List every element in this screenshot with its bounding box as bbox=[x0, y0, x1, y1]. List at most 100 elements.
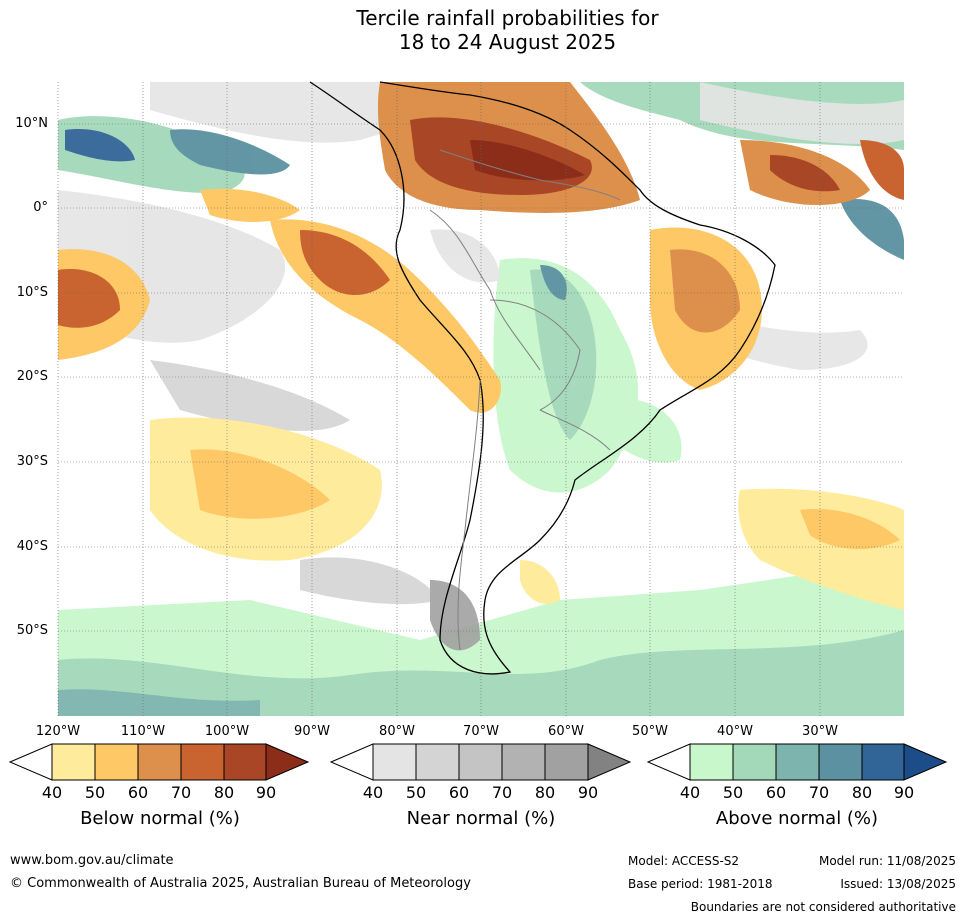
below-normal-areas bbox=[58, 82, 904, 610]
colorbar-above-normal-swatch-2 bbox=[732, 743, 777, 781]
above-normal-atlantic-patch bbox=[840, 199, 904, 260]
colorbar-below-normal bbox=[8, 743, 310, 781]
above-normal-inland bbox=[530, 269, 597, 440]
footer-base-period: Base period: 1981-2018 bbox=[628, 877, 773, 891]
colorbar-below-normal-tick: 70 bbox=[170, 783, 192, 802]
colorbar-above-normal-tick: 50 bbox=[722, 783, 744, 802]
colorbar-above-normal bbox=[646, 743, 948, 781]
colorbar-near-normal-tick: 70 bbox=[491, 783, 513, 802]
lon-label-120w: 120°W bbox=[35, 724, 81, 739]
footer-copyright: © Commonwealth of Australia 2025, Austra… bbox=[10, 876, 471, 891]
below-normal-atlantic-south-core bbox=[800, 509, 900, 550]
near-normal-pacific-band bbox=[150, 360, 350, 431]
lat-label-30s: 30°S bbox=[16, 454, 48, 469]
below-normal-west-pacific-core bbox=[58, 269, 120, 328]
below-normal-atlantic-north-core bbox=[770, 155, 840, 192]
lon-label-30w: 30°W bbox=[802, 724, 838, 739]
colorbar-near-normal-tick: 80 bbox=[534, 783, 556, 802]
colorbar-below-normal-swatch-2 bbox=[94, 743, 139, 781]
lat-label-50s: 50°S bbox=[16, 623, 48, 638]
colorbar-near-normal-swatch-2 bbox=[415, 743, 460, 781]
colorbar-above-normal-tick: 70 bbox=[808, 783, 830, 802]
near-normal-east-atlantic bbox=[700, 82, 904, 144]
colorbar-above-normal-tick: 40 bbox=[679, 783, 701, 802]
above-normal-pacific-mid bbox=[170, 129, 290, 175]
boundary-argentina-chile bbox=[457, 379, 481, 651]
colorbar-near-normal-low-cap bbox=[329, 743, 374, 781]
colorbar-above-normal-tick: 60 bbox=[765, 783, 787, 802]
colorbar-near-normal-tick: 50 bbox=[405, 783, 427, 802]
below-normal-brazil-core bbox=[670, 249, 740, 333]
colorbar-near-normal-swatch-5 bbox=[544, 743, 589, 781]
country-boundaries bbox=[429, 149, 621, 651]
above-normal-atlantic-south bbox=[600, 398, 682, 463]
colorbar-near-normal-swatch-3 bbox=[458, 743, 503, 781]
boundary-venezuela bbox=[439, 149, 621, 201]
footer-model-run: Model run: 11/08/2025 bbox=[818, 854, 956, 868]
colorbar-below-normal-label: Below normal (%) bbox=[80, 808, 240, 829]
colorbar-below-normal-low-cap bbox=[8, 743, 53, 781]
colorbar-below-normal-tick: 40 bbox=[41, 783, 63, 802]
below-normal-pacific-north bbox=[200, 188, 300, 222]
colorbar-below-normal-tick: 80 bbox=[213, 783, 235, 802]
above-normal-east-pacific-dark bbox=[65, 129, 135, 162]
colorbar-near-normal-swatch-4 bbox=[501, 743, 546, 781]
lat-label-10n: 10°N bbox=[15, 116, 48, 131]
colorbar-near-normal-high-cap bbox=[587, 743, 632, 781]
below-normal-argentina bbox=[520, 560, 560, 604]
colorbar-above-normal-tick: 90 bbox=[893, 783, 915, 802]
colorbar-near-normal-swatch-1 bbox=[372, 743, 417, 781]
lat-label-40s: 40°S bbox=[16, 539, 48, 554]
graticule bbox=[57, 82, 904, 716]
colorbar-above-normal-swatch-1 bbox=[689, 743, 734, 781]
lat-label-0: 0° bbox=[33, 200, 48, 215]
lon-label-70w: 70°W bbox=[463, 724, 499, 739]
lon-label-60w: 60°W bbox=[548, 724, 584, 739]
boundary-paraguay bbox=[539, 409, 611, 451]
colorbar-near-normal bbox=[329, 743, 632, 781]
colorbar-below-normal-tick: 50 bbox=[84, 783, 106, 802]
chart-title-line1: Tercile rainfall probabilities for bbox=[356, 6, 659, 30]
lat-label-20s: 20°S bbox=[16, 369, 48, 384]
chart-title-line2: 18 to 24 August 2025 bbox=[398, 30, 617, 54]
footer-disclaimer: Boundaries are not considered authoritat… bbox=[690, 900, 956, 914]
colorbar-below-normal-high-cap bbox=[265, 743, 310, 781]
below-normal-pacific-core bbox=[190, 449, 330, 519]
colorbar-above-normal-low-cap bbox=[646, 743, 691, 781]
colorbar-below-normal-swatch-3 bbox=[137, 743, 182, 781]
lon-label-100w: 100°W bbox=[204, 724, 250, 739]
below-normal-andes-core bbox=[300, 230, 390, 295]
lon-label-80w: 80°W bbox=[379, 724, 415, 739]
colorbar-below-normal-tick: 90 bbox=[255, 783, 277, 802]
footer-model: Model: ACCESS-S2 bbox=[628, 854, 740, 868]
colorbar-above-normal-label: Above normal (%) bbox=[715, 808, 879, 829]
colorbar-below-normal-tick: 60 bbox=[127, 783, 149, 802]
lon-label-110w: 110°W bbox=[120, 724, 166, 739]
near-normal-patagonia bbox=[430, 580, 480, 651]
boundary-bolivia bbox=[489, 299, 581, 411]
colorbar-near-normal-tick: 90 bbox=[577, 783, 599, 802]
south-america-coastline bbox=[309, 81, 776, 675]
colorbar-near-normal-label: Near normal (%) bbox=[406, 808, 556, 829]
colorbar-above-normal-high-cap bbox=[903, 743, 948, 781]
boundary-peru-brazil bbox=[429, 209, 541, 371]
colorbar-above-normal-tick: 80 bbox=[851, 783, 873, 802]
above-normal-south-band bbox=[58, 630, 904, 716]
lon-label-50w: 50°W bbox=[632, 724, 668, 739]
footer-issued: Issued: 13/08/2025 bbox=[840, 877, 956, 891]
near-normal-south bbox=[300, 557, 440, 605]
colorbar-below-normal-swatch-5 bbox=[223, 743, 267, 781]
near-normal-north bbox=[150, 82, 422, 143]
lon-label-40w: 40°W bbox=[717, 724, 753, 739]
colorbar-near-normal-tick: 40 bbox=[362, 783, 384, 802]
above-normal-inland-dark bbox=[540, 265, 567, 300]
lon-label-90w: 90°W bbox=[294, 724, 330, 739]
colorbar-below-normal-swatch-1 bbox=[51, 743, 96, 781]
colorbar-above-normal-swatch-3 bbox=[775, 743, 820, 781]
lat-label-10s: 10°S bbox=[16, 285, 48, 300]
above-normal-areas bbox=[58, 82, 904, 716]
above-normal-far-south bbox=[58, 689, 260, 716]
footer-website: www.bom.gov.au/climate bbox=[10, 853, 174, 868]
colorbar-near-normal-tick: 60 bbox=[448, 783, 470, 802]
below-normal-atlantic-ne bbox=[860, 140, 904, 200]
